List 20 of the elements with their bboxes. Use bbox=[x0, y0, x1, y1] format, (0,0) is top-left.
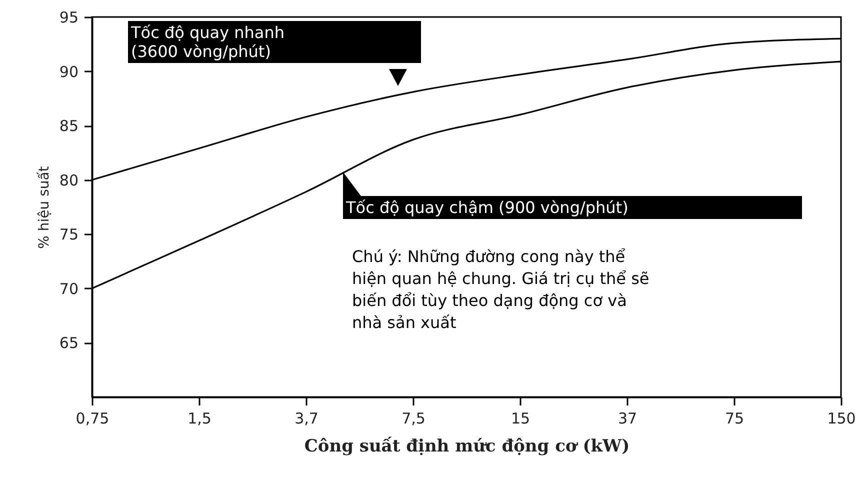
y-tick-label: 75 bbox=[59, 226, 78, 244]
x-tick-label: 75 bbox=[724, 410, 744, 428]
x-tick-label: 7,5 bbox=[402, 410, 426, 428]
x-tick-label: 37 bbox=[618, 410, 638, 428]
y-tick-label: 65 bbox=[59, 334, 78, 352]
annotation: Chú ý: Những đường cong này thể hiện quan hệ chung. Giá trị cụ thể sẽ biến đổi tùy theo dạng động cơ và nhà sản xuất bbox=[352, 246, 650, 334]
x-tick-label: 0,75 bbox=[76, 410, 110, 428]
x-tick-label: 150 bbox=[827, 410, 856, 428]
y-tick-label: 70 bbox=[59, 280, 78, 298]
x-axis-title: Công suất định mức động cơ (kW) bbox=[304, 436, 630, 456]
y-tick-label: 85 bbox=[59, 117, 78, 136]
y-tick-label: 90 bbox=[59, 62, 78, 81]
y-tick-label: 80 bbox=[59, 171, 78, 190]
x-tick-label: 15 bbox=[510, 410, 530, 428]
legend-label: Tốc độ quay chậm (900 vòng/phút) bbox=[343, 196, 802, 219]
text: Tốc độ quay nhanh (3600 vòng/phút) bbox=[128, 21, 421, 63]
y-axis-title: % hiệu suất bbox=[36, 166, 52, 249]
x-tick-label: 1,5 bbox=[188, 410, 212, 428]
x-tick-label: 3,7 bbox=[294, 410, 318, 428]
y-tick-label: 95 bbox=[59, 8, 78, 26]
